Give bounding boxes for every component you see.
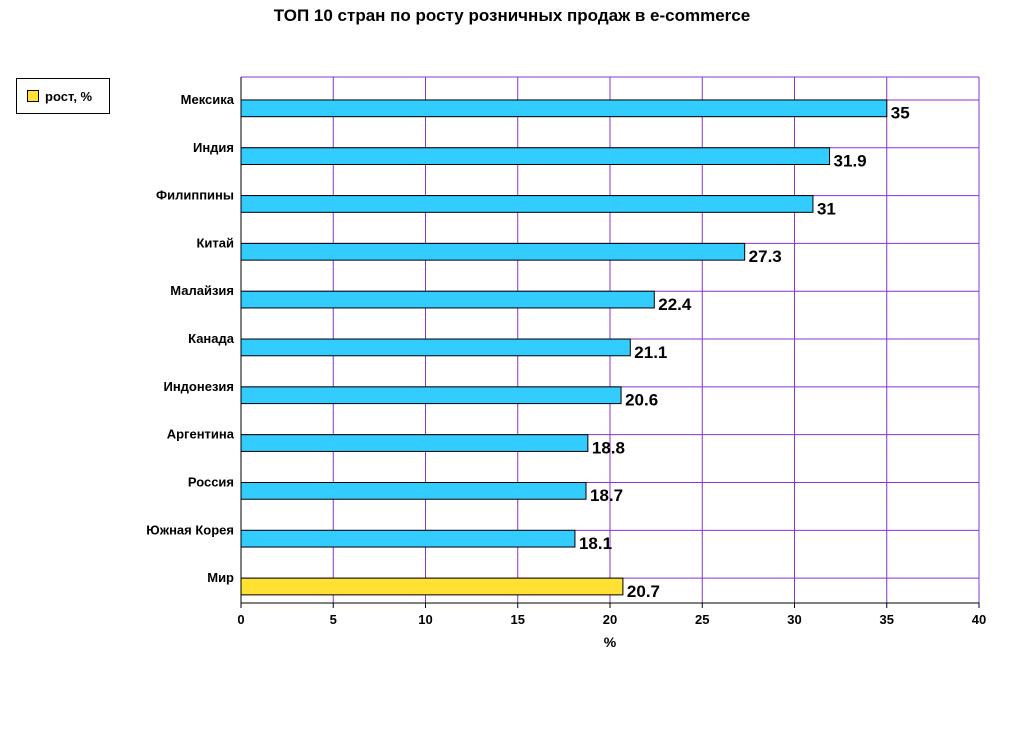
category-label: Канада <box>188 331 235 346</box>
category-label: Индия <box>193 140 234 155</box>
data-label: 18.7 <box>590 486 623 505</box>
bar <box>240 481 587 500</box>
category-label: Аргентина <box>167 427 235 442</box>
data-label: 22.4 <box>658 295 692 314</box>
data-label: 31 <box>817 199 836 218</box>
category-label: Филиппины <box>156 188 234 203</box>
category-label: Южная Корея <box>146 522 234 537</box>
bar <box>240 242 746 261</box>
x-tick-label: 30 <box>787 612 801 627</box>
x-tick-label: 40 <box>972 612 986 627</box>
bar <box>240 434 589 452</box>
x-tick-label: 35 <box>880 612 894 627</box>
bar <box>240 290 655 309</box>
x-tick-label: 10 <box>418 612 432 627</box>
x-tick-label: 25 <box>695 612 709 627</box>
x-axis-title: % <box>604 634 617 650</box>
chart-title: ТОП 10 стран по росту розничных продаж в… <box>273 6 751 25</box>
legend-swatch <box>27 90 39 102</box>
data-label: 20.7 <box>627 582 660 601</box>
bar <box>240 386 622 405</box>
bar <box>240 338 631 357</box>
x-tick-label: 5 <box>330 612 337 627</box>
category-label: Мексика <box>181 92 235 107</box>
bar <box>240 577 624 596</box>
data-label: 31.9 <box>834 152 867 171</box>
category-label: Россия <box>188 474 234 489</box>
bar <box>240 99 888 118</box>
bar <box>240 529 576 548</box>
category-label: Индонезия <box>163 379 234 394</box>
data-label: 27.3 <box>749 247 782 266</box>
x-tick-label: 20 <box>603 612 617 627</box>
bar <box>240 147 831 166</box>
data-label: 18.8 <box>592 438 625 457</box>
category-label: Мир <box>207 570 234 585</box>
data-label: 18.1 <box>579 534 612 553</box>
legend-label: рост, % <box>45 88 93 104</box>
data-label: 20.6 <box>625 391 658 410</box>
data-label: 21.1 <box>634 343 667 362</box>
x-tick-label: 15 <box>511 612 525 627</box>
x-tick-label: 0 <box>237 612 244 627</box>
data-label: 35 <box>891 104 910 123</box>
category-label: Малайзия <box>170 283 234 298</box>
legend: рост, % <box>16 78 110 114</box>
bar <box>240 195 814 213</box>
category-label: Китай <box>196 235 234 250</box>
